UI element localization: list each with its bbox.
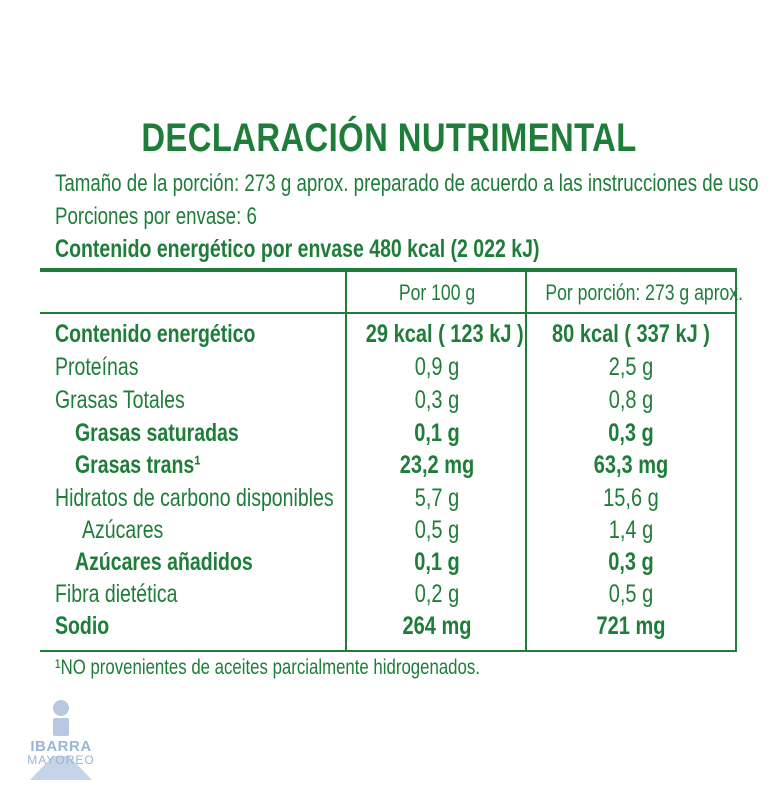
row-value-per100: 23,2 mg — [399, 451, 475, 479]
table-row: Grasas Totales 0,3 g 0,8 g — [0, 386, 778, 418]
row-label: Grasas trans¹ — [75, 451, 201, 479]
column-divider-3 — [735, 272, 737, 652]
table-row: Contenido energético 29 kcal ( 123 kJ ) … — [0, 320, 778, 352]
column-divider-2 — [525, 272, 527, 650]
table-bottom-rule — [40, 650, 737, 652]
table-row: Grasas trans¹ 23,2 mg 63,3 mg — [0, 451, 778, 483]
row-value-per100: 5,7 g — [414, 484, 460, 512]
row-value-per-portion: 0,5 g — [608, 580, 654, 608]
energy-per-pack: Contenido energético por envase 480 kcal… — [55, 235, 540, 263]
row-label: Azúcares añadidos — [75, 548, 253, 576]
table-row: Azúcares añadidos 0,1 g 0,3 g — [0, 548, 778, 580]
row-value-per-portion: 1,4 g — [608, 516, 654, 544]
column-header-per100: Por 100 g — [398, 280, 476, 305]
watermark-logo-icon — [30, 700, 92, 780]
row-value-per100: 0,3 g — [414, 386, 460, 414]
row-label: Grasas Totales — [55, 386, 185, 414]
row-value-per100: 0,5 g — [414, 516, 460, 544]
row-value-per-portion: 0,3 g — [608, 419, 654, 447]
table-row: Grasas saturadas 0,1 g 0,3 g — [0, 419, 778, 451]
row-label: Hidratos de carbono disponibles — [55, 484, 334, 512]
row-value-per100: 0,2 g — [414, 580, 460, 608]
footnote: ¹NO provenientes de aceites parcialmente… — [55, 656, 480, 679]
row-value-per100: 29 kcal ( 123 kJ ) — [365, 320, 524, 348]
row-label: Azúcares — [82, 516, 164, 544]
row-value-per100: 0,1 g — [414, 548, 460, 576]
row-label: Proteínas — [55, 353, 139, 381]
row-value-per-portion: 721 mg — [596, 612, 666, 640]
row-value-per100: 0,1 g — [414, 419, 460, 447]
table-row: Sodio 264 mg 721 mg — [0, 612, 778, 644]
table-row: Proteínas 0,9 g 2,5 g — [0, 353, 778, 385]
watermark-brand: IBARRA — [30, 738, 92, 755]
row-label: Contenido energético — [55, 320, 256, 348]
row-label: Sodio — [55, 612, 110, 640]
row-value-per100: 264 mg — [402, 612, 472, 640]
row-value-per-portion: 0,8 g — [608, 386, 654, 414]
panel-title: DECLARACIÓN NUTRIMENTAL — [141, 116, 637, 160]
watermark-sub: MAYOREO — [27, 753, 95, 767]
row-label: Fibra dietética — [55, 580, 178, 608]
table-row: Azúcares 0,5 g 1,4 g — [0, 516, 778, 548]
row-value-per-portion: 0,3 g — [608, 548, 654, 576]
table-row: Fibra dietética 0,2 g 0,5 g — [0, 580, 778, 612]
row-value-per-portion: 63,3 mg — [593, 451, 669, 479]
row-value-per-portion: 2,5 g — [608, 353, 654, 381]
column-header-per-portion: Por porción: 273 g aprox. — [545, 280, 744, 305]
header-bottom-rule — [40, 312, 737, 314]
row-value-per-portion: 80 kcal ( 337 kJ ) — [552, 320, 710, 348]
table-row: Hidratos de carbono disponibles 5,7 g 15… — [0, 484, 778, 516]
serving-size: Tamaño de la porción: 273 g aprox. prepa… — [55, 170, 759, 197]
column-divider-1 — [345, 272, 347, 650]
row-label: Grasas saturadas — [75, 419, 239, 447]
portions-per-pack: Porciones por envase: 6 — [55, 203, 257, 230]
table-top-rule — [40, 268, 737, 272]
row-value-per-portion: 15,6 g — [603, 484, 659, 512]
row-value-per100: 0,9 g — [414, 353, 460, 381]
